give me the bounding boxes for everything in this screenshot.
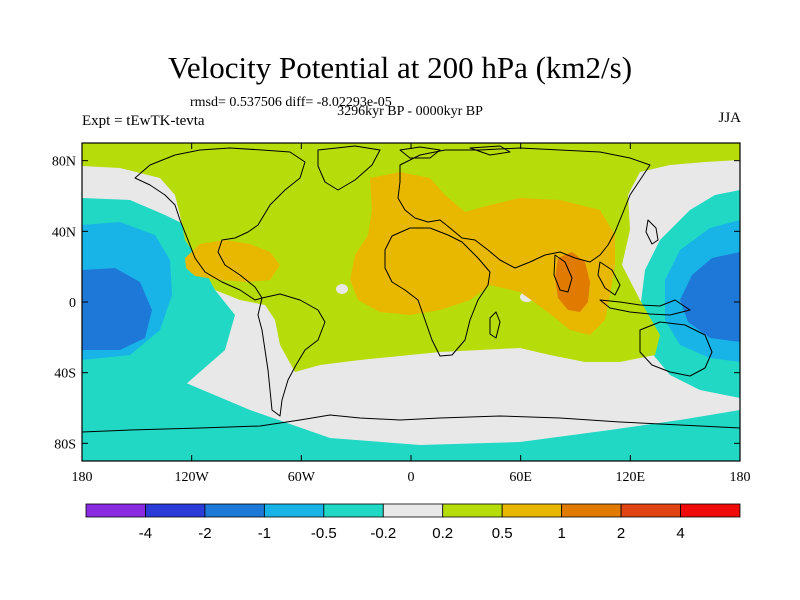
coast-antarctica (82, 414, 740, 433)
coast-africa (384, 227, 491, 357)
colorbar-swatch (561, 503, 622, 518)
lon-tick-label: 60W (288, 470, 316, 485)
lon-tick-label: 0 (408, 470, 415, 485)
coast-arctic-islands (399, 145, 511, 159)
colorbar-swatch (263, 503, 325, 518)
coast-australia (639, 321, 713, 377)
lon-tick-label: 180 (730, 470, 751, 485)
coast-eurasia (397, 147, 651, 269)
field-negative-core-east-pacific (82, 268, 152, 350)
lon-tick-label: 120W (175, 470, 210, 485)
colorbar-swatch (85, 503, 146, 518)
colorbar-label: -0.2 (370, 525, 396, 542)
map-title: Velocity Potential at 200 hPa (km2/s) (167, 50, 633, 85)
period-label: 3296kyr BP - 0000kyr BP (337, 104, 483, 119)
field-near-zero-patch (336, 284, 348, 294)
colorbar-swatch (382, 503, 444, 518)
colorbar-label: 4 (676, 525, 684, 542)
season-label: JJA (718, 110, 741, 126)
colorbar-swatch (501, 503, 563, 518)
lon-tick-label: 120E (616, 470, 646, 485)
colorbar-label: 2 (617, 525, 625, 542)
lat-tick-label: 40S (54, 367, 76, 382)
coast-se-asia (597, 261, 621, 296)
colorbar-label: -0.5 (311, 525, 337, 542)
lon-tick-label: 60E (509, 470, 532, 485)
colorbar-label: 1 (557, 525, 565, 542)
coast-madagascar (489, 311, 501, 339)
colorbar-swatch (620, 503, 681, 518)
field-layer (82, 143, 740, 461)
colorbar-label: -4 (139, 525, 152, 542)
coast-north-america (134, 147, 306, 301)
field-positive-core-india (555, 252, 590, 312)
colorbar-label: 0.5 (492, 525, 513, 542)
coast-japan (645, 219, 659, 245)
colorbar-swatch (145, 503, 206, 518)
colorbar-swatch (442, 503, 503, 518)
coast-india (553, 254, 573, 293)
colorbar: -4 -2 -1 -0.5 -0.2 0.2 0.5 1 2 4 (85, 503, 741, 542)
field-negative-south (82, 340, 740, 461)
longitude-axis: 180 120W 60W 0 60E 120E 180 (72, 143, 751, 485)
lat-tick-label: 40N (52, 225, 76, 240)
coast-south-america (257, 293, 326, 417)
field-negative-core-west-pacific (680, 252, 740, 342)
colorbar-label: -2 (198, 525, 211, 542)
experiment-label: Expt = tEwTK-tevta (82, 113, 205, 129)
lat-tick-label: 80N (52, 155, 76, 170)
latitude-axis: 80N 40N 0 40S 80S (52, 155, 740, 452)
colorbar-swatch (204, 503, 265, 518)
field-positive-eurasia-africa (350, 172, 615, 335)
field-positive-americas (185, 240, 280, 282)
coastlines (82, 145, 740, 433)
coast-indonesia (599, 299, 691, 316)
colorbar-swatch (323, 503, 384, 518)
lon-tick-label: 180 (72, 470, 93, 485)
colorbar-swatch (680, 503, 741, 518)
colorbar-label: 0.2 (432, 525, 453, 542)
coast-greenland (317, 145, 381, 191)
colorbar-label: -1 (258, 525, 271, 542)
lat-tick-label: 80S (54, 437, 76, 452)
stats-text: rmsd= 0.537506 diff= -8.02293e-05 (190, 95, 392, 110)
lat-tick-label: 0 (69, 296, 76, 311)
